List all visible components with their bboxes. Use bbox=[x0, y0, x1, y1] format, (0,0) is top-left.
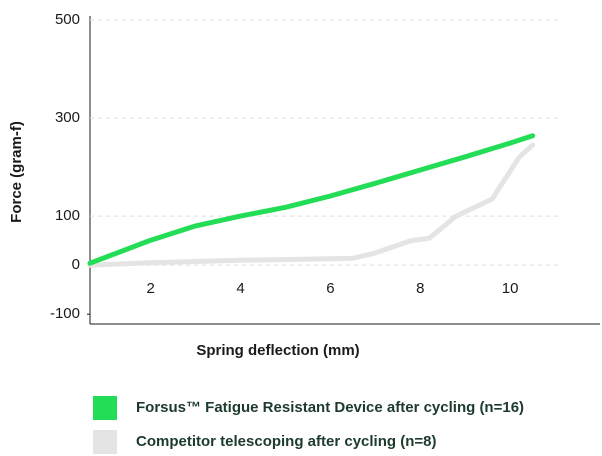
x-tick-label: 10 bbox=[502, 280, 519, 297]
y-tick-label: 100 bbox=[55, 207, 80, 224]
line-series bbox=[87, 133, 536, 266]
y-tick-label: -100 bbox=[50, 305, 80, 322]
legend-swatch bbox=[93, 430, 117, 454]
y-tick-label: 300 bbox=[55, 109, 80, 126]
x-tick-label: 4 bbox=[236, 280, 244, 297]
x-axis-title: Spring deflection (mm) bbox=[196, 342, 359, 359]
x-tick-label: 8 bbox=[416, 280, 424, 297]
y-tick-label: 500 bbox=[55, 11, 80, 28]
legend-swatch bbox=[93, 396, 117, 420]
x-tick-label: 6 bbox=[326, 280, 334, 297]
line-series bbox=[87, 142, 536, 268]
legend-label: Competitor telescoping after cycling (n=… bbox=[136, 433, 436, 450]
y-tick-label: 0 bbox=[72, 256, 80, 273]
x-tick-label: 2 bbox=[146, 280, 154, 297]
y-axis-title: Force (gram-f) bbox=[8, 121, 25, 223]
legend-label: Forsus™ Fatigue Resistant Device after c… bbox=[136, 399, 524, 416]
